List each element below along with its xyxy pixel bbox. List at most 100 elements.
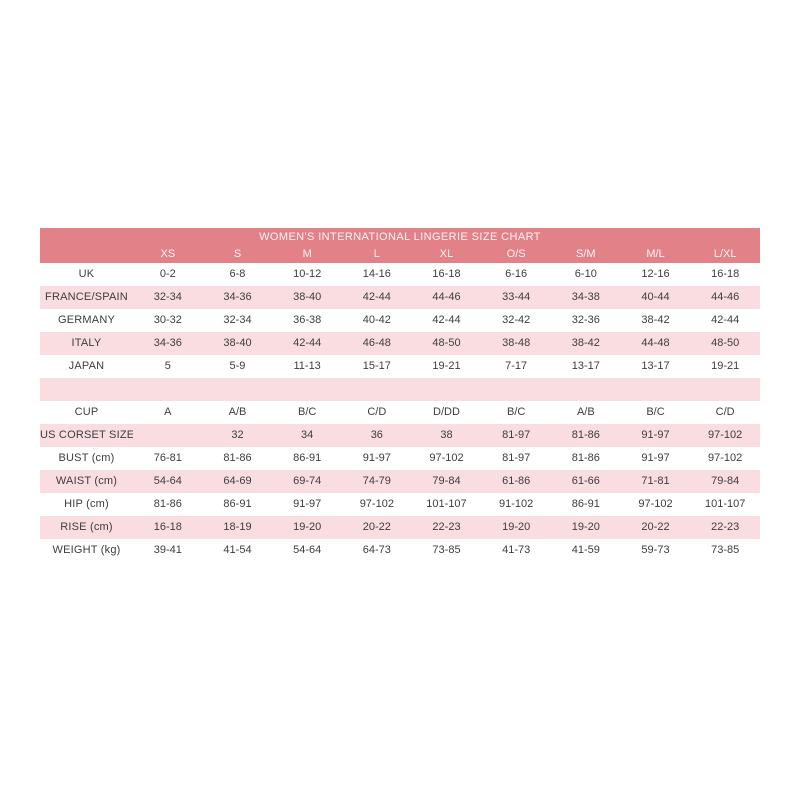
table-cell: 41-54 — [223, 544, 252, 556]
table-cell: 91-97 — [362, 452, 391, 464]
table-cell: 33-44 — [502, 291, 531, 303]
table-row: WAIST (cm) 54-64 64-69 69-74 74-79 79-84 61-86… — [40, 470, 760, 493]
table-cell: A/B — [576, 406, 595, 418]
size-chart-table: WOMEN'S INTERNATIONAL LINGERIE SIZE CHAR… — [40, 228, 760, 562]
table-cell: B/C — [297, 406, 317, 418]
table-cell: 19-21 — [711, 360, 740, 372]
table-cell: 40-44 — [641, 291, 670, 303]
table-cell: 38 — [440, 429, 453, 441]
table-cell: 13-17 — [571, 360, 600, 372]
table-row: HIP (cm) 81-86 86-91 91-97 97-102 101-107 91-1… — [40, 493, 760, 516]
table-cell: 39-41 — [153, 544, 182, 556]
table-cell: 34-36 — [223, 291, 252, 303]
table-cell: 38-42 — [641, 314, 670, 326]
table-cell: 36-38 — [293, 314, 322, 326]
table-cell: 34-36 — [153, 337, 182, 349]
table-cell: 38-48 — [502, 337, 531, 349]
table-cell: 38-40 — [223, 337, 252, 349]
table-cell: 42-44 — [293, 337, 322, 349]
table-cell: 22-23 — [711, 521, 740, 533]
table-cell: 91-97 — [641, 429, 670, 441]
table-cell: 91-97 — [641, 452, 670, 464]
row-label: US CORSET SIZE — [40, 429, 133, 441]
size-header-cell: S/M — [576, 248, 596, 260]
table-row: RISE (cm) 16-18 18-19 19-20 20-22 22-23 19-20 1… — [40, 516, 760, 539]
table-cell: 44-46 — [432, 291, 461, 303]
table-cell: 54-64 — [293, 544, 322, 556]
table-cell: 48-50 — [432, 337, 461, 349]
row-label: CUP — [74, 406, 99, 418]
row-label: GERMANY — [57, 314, 116, 326]
table-cell: 16-18 — [153, 521, 182, 533]
table-cell: 20-22 — [362, 521, 391, 533]
table-cell: 86-91 — [293, 452, 322, 464]
table-cell: 73-85 — [711, 544, 740, 556]
table-cell: 32-36 — [571, 314, 600, 326]
size-header-row: XS S M L XL O/S S/M M/L L/XL — [40, 246, 760, 263]
table-cell: 42-44 — [362, 291, 391, 303]
table-cell: 30-32 — [153, 314, 182, 326]
table-cell: 69-74 — [293, 475, 322, 487]
size-header-cell: S — [233, 248, 242, 260]
table-title: WOMEN'S INTERNATIONAL LINGERIE SIZE CHAR… — [40, 228, 760, 246]
table-cell: 76-81 — [153, 452, 182, 464]
table-cell: 5 — [164, 360, 171, 372]
table-cell: 34 — [301, 429, 314, 441]
table-body: UK 0-2 6-8 10-12 14-16 16-18 6-16 6-10 12-16 16-1… — [40, 263, 760, 562]
table-cell: 32 — [231, 429, 244, 441]
table-cell: 97-102 — [359, 498, 394, 510]
table-cell: 19-21 — [432, 360, 461, 372]
table-cell: 71-81 — [641, 475, 670, 487]
size-header-cell: M — [302, 248, 312, 260]
table-cell: 42-44 — [432, 314, 461, 326]
table-cell: 97-102 — [708, 429, 743, 441]
table-row: ITALY 34-36 38-40 42-44 46-48 48-50 38-48 38-42… — [40, 332, 760, 355]
table-cell: 13-17 — [641, 360, 670, 372]
table-cell: 36 — [370, 429, 383, 441]
table-cell: 16-18 — [711, 268, 740, 280]
table-cell: D/DD — [433, 406, 460, 418]
table-cell: A — [164, 406, 172, 418]
table-cell: 5-9 — [229, 360, 246, 372]
table-cell: 64-73 — [362, 544, 391, 556]
table-cell: 14-16 — [362, 268, 391, 280]
table-cell: 32-34 — [153, 291, 182, 303]
table-cell: 64-69 — [223, 475, 252, 487]
table-cell: 61-66 — [571, 475, 600, 487]
table-cell: 101-107 — [704, 498, 746, 510]
table-row: BUST (cm) 76-81 81-86 86-91 91-97 97-102 81-97… — [40, 447, 760, 470]
size-header-cell: XL — [439, 248, 454, 260]
table-cell: 12-16 — [641, 268, 670, 280]
table-cell: 7-17 — [505, 360, 528, 372]
table-cell: 81-86 — [153, 498, 182, 510]
table-cell: 44-48 — [641, 337, 670, 349]
table-cell: 97-102 — [429, 452, 464, 464]
table-cell: 41-59 — [571, 544, 600, 556]
table-cell: C/D — [367, 406, 387, 418]
table-cell: B/C — [646, 406, 665, 418]
row-label: JAPAN — [68, 360, 105, 372]
table-cell: 42-44 — [711, 314, 740, 326]
table-cell: 20-22 — [641, 521, 670, 533]
table-cell: 81-97 — [502, 429, 531, 441]
row-label: BUST (cm) — [58, 452, 115, 464]
table-cell: 19-20 — [502, 521, 531, 533]
table-row: UK 0-2 6-8 10-12 14-16 16-18 6-16 6-10 12-16 16-1… — [40, 263, 760, 286]
table-cell: 6-16 — [505, 268, 528, 280]
size-header-cell: O/S — [506, 248, 526, 260]
row-label: ITALY — [71, 337, 102, 349]
table-cell: 81-86 — [223, 452, 252, 464]
table-cell: 91-97 — [293, 498, 322, 510]
size-header-cell: L — [373, 248, 380, 260]
table-cell: 38-42 — [571, 337, 600, 349]
table-cell: 40-42 — [362, 314, 391, 326]
table-cell: 41-73 — [502, 544, 531, 556]
table-cell: 61-86 — [502, 475, 531, 487]
table-cell: 81-86 — [571, 429, 600, 441]
table-cell: 97-102 — [638, 498, 673, 510]
table-cell: 10-12 — [293, 268, 322, 280]
row-label: RISE (cm) — [60, 521, 113, 533]
table-cell: A/B — [228, 406, 247, 418]
table-cell: 44-46 — [711, 291, 740, 303]
